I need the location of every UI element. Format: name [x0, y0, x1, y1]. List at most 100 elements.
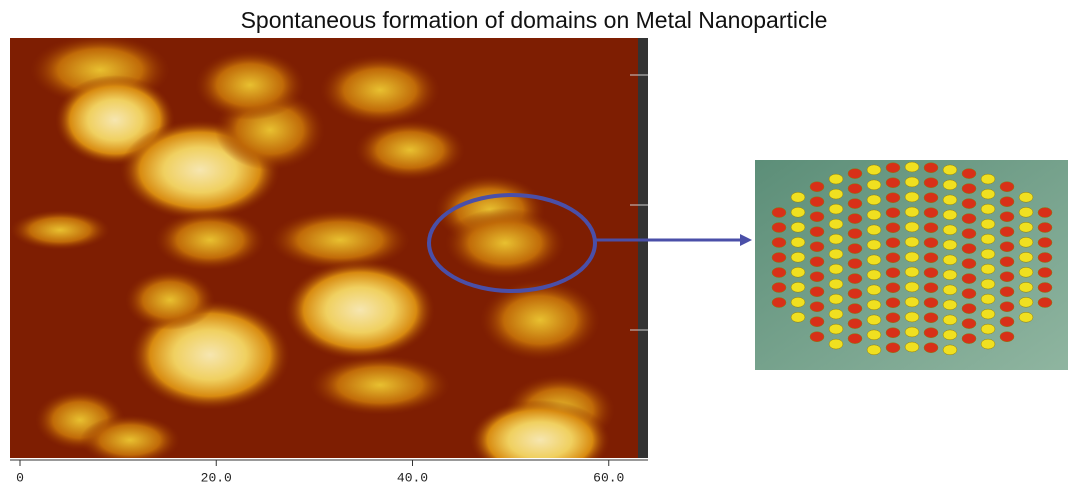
model-sphere [905, 297, 919, 307]
model-sphere [962, 334, 976, 344]
model-sphere [962, 229, 976, 239]
model-sphere [943, 285, 957, 295]
stm-blob [270, 210, 410, 270]
model-sphere [848, 334, 862, 344]
model-sphere [943, 195, 957, 205]
model-sphere [867, 315, 881, 325]
model-sphere [772, 268, 786, 278]
model-sphere [867, 255, 881, 265]
model-sphere [791, 237, 805, 247]
model-sphere [772, 208, 786, 218]
model-sphere [867, 300, 881, 310]
model-sphere [981, 219, 995, 229]
model-sphere [829, 204, 843, 214]
model-sphere [1019, 192, 1033, 202]
model-sphere [829, 339, 843, 349]
model-sphere [962, 304, 976, 314]
model-sphere [810, 227, 824, 237]
model-sphere [1019, 252, 1033, 262]
model-sphere [905, 237, 919, 247]
model-sphere [962, 259, 976, 269]
model-sphere [924, 343, 938, 353]
model-sphere [886, 268, 900, 278]
model-sphere [1019, 312, 1033, 322]
model-sphere [772, 283, 786, 293]
model-sphere [981, 174, 995, 184]
model-sphere [829, 309, 843, 319]
model-sphere [791, 192, 805, 202]
model-sphere [791, 222, 805, 232]
model-sphere [810, 272, 824, 282]
model-sphere [867, 180, 881, 190]
model-sphere [810, 242, 824, 252]
model-sphere [829, 279, 843, 289]
model-sphere [848, 169, 862, 179]
stm-blob [445, 208, 565, 278]
stm-image [10, 35, 638, 480]
model-sphere [886, 298, 900, 308]
model-sphere [886, 253, 900, 263]
model-sphere [924, 178, 938, 188]
stm-blob [355, 120, 465, 180]
model-sphere [772, 253, 786, 263]
x-tick-label: 40.0 [397, 470, 428, 485]
model-sphere [848, 274, 862, 284]
model-sphere [829, 294, 843, 304]
model-sphere [1000, 197, 1014, 207]
model-sphere [924, 208, 938, 218]
model-sphere [943, 270, 957, 280]
model-sphere [981, 294, 995, 304]
model-sphere [943, 240, 957, 250]
model-sphere [924, 268, 938, 278]
model-sphere [848, 184, 862, 194]
model-sphere [1038, 268, 1052, 278]
model-sphere [1000, 227, 1014, 237]
model-sphere [1019, 207, 1033, 217]
figure: Spontaneous formation of domains on Meta… [0, 0, 1068, 493]
model-sphere [810, 212, 824, 222]
model-sphere [810, 317, 824, 327]
model-sphere [905, 267, 919, 277]
model-sphere [848, 244, 862, 254]
model-sphere [829, 249, 843, 259]
model-sphere [943, 180, 957, 190]
model-sphere [943, 315, 957, 325]
model-sphere [848, 304, 862, 314]
model-sphere [867, 285, 881, 295]
model-sphere [886, 223, 900, 233]
model-sphere [962, 199, 976, 209]
model-sphere [867, 270, 881, 280]
model-sphere [905, 192, 919, 202]
model-sphere [810, 197, 824, 207]
model-sphere [924, 313, 938, 323]
stm-blob [125, 270, 215, 330]
model-sphere [829, 264, 843, 274]
model-sphere [848, 319, 862, 329]
model-sphere [1000, 317, 1014, 327]
model-sphere [848, 199, 862, 209]
model-sphere [924, 253, 938, 263]
stm-blob [80, 415, 180, 465]
model-sphere [791, 207, 805, 217]
model-sphere [1038, 223, 1052, 233]
model-sphere [962, 274, 976, 284]
model-sphere [905, 282, 919, 292]
model-sphere [924, 283, 938, 293]
model-sphere [1000, 212, 1014, 222]
model-sphere [886, 313, 900, 323]
model-sphere [886, 178, 900, 188]
model-sphere [848, 259, 862, 269]
title: Spontaneous formation of domains on Meta… [241, 7, 828, 33]
model-sphere [848, 214, 862, 224]
model-sphere [867, 165, 881, 175]
model-sphere [867, 195, 881, 205]
model-sphere [905, 162, 919, 172]
model-sphere [981, 279, 995, 289]
model-sphere [1038, 298, 1052, 308]
model-sphere [1000, 242, 1014, 252]
model-sphere [924, 298, 938, 308]
model-sphere [981, 249, 995, 259]
model-sphere [1019, 222, 1033, 232]
model-sphere [943, 210, 957, 220]
model-sphere [886, 343, 900, 353]
